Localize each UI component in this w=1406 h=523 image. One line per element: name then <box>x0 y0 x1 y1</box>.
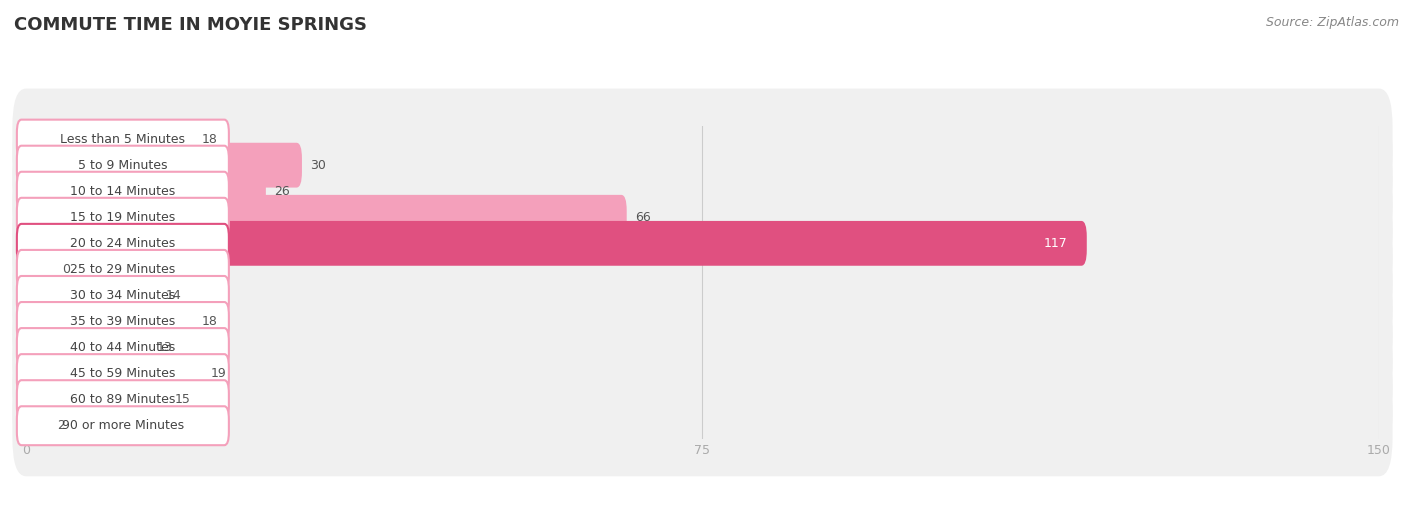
FancyBboxPatch shape <box>21 325 149 370</box>
Text: 2: 2 <box>58 419 65 432</box>
FancyBboxPatch shape <box>21 221 1087 266</box>
FancyBboxPatch shape <box>13 88 1392 190</box>
Text: 26: 26 <box>274 185 290 198</box>
FancyBboxPatch shape <box>17 172 229 211</box>
FancyBboxPatch shape <box>17 198 229 237</box>
Text: 30 to 34 Minutes: 30 to 34 Minutes <box>70 289 176 302</box>
Text: 117: 117 <box>1045 237 1067 250</box>
FancyBboxPatch shape <box>13 271 1392 372</box>
FancyBboxPatch shape <box>21 117 194 162</box>
FancyBboxPatch shape <box>13 193 1392 294</box>
FancyBboxPatch shape <box>21 195 627 240</box>
FancyBboxPatch shape <box>13 219 1392 320</box>
Text: 40 to 44 Minutes: 40 to 44 Minutes <box>70 341 176 354</box>
Text: COMMUTE TIME IN MOYIE SPRINGS: COMMUTE TIME IN MOYIE SPRINGS <box>14 16 367 33</box>
FancyBboxPatch shape <box>21 299 194 344</box>
Text: 45 to 59 Minutes: 45 to 59 Minutes <box>70 367 176 380</box>
FancyBboxPatch shape <box>17 380 229 419</box>
Text: 60 to 89 Minutes: 60 to 89 Minutes <box>70 393 176 406</box>
FancyBboxPatch shape <box>21 377 167 422</box>
FancyBboxPatch shape <box>21 247 53 292</box>
FancyBboxPatch shape <box>13 245 1392 346</box>
Text: 25 to 29 Minutes: 25 to 29 Minutes <box>70 263 176 276</box>
FancyBboxPatch shape <box>17 120 229 158</box>
FancyBboxPatch shape <box>17 276 229 315</box>
FancyBboxPatch shape <box>13 375 1392 476</box>
FancyBboxPatch shape <box>21 403 53 448</box>
FancyBboxPatch shape <box>17 406 229 445</box>
FancyBboxPatch shape <box>13 141 1392 242</box>
FancyBboxPatch shape <box>13 297 1392 398</box>
FancyBboxPatch shape <box>13 349 1392 450</box>
Text: 15 to 19 Minutes: 15 to 19 Minutes <box>70 211 176 224</box>
FancyBboxPatch shape <box>21 169 266 213</box>
Text: 35 to 39 Minutes: 35 to 39 Minutes <box>70 315 176 328</box>
Text: 5 to 9 Minutes: 5 to 9 Minutes <box>79 158 167 172</box>
Text: Less than 5 Minutes: Less than 5 Minutes <box>60 133 186 145</box>
Text: 18: 18 <box>202 315 218 328</box>
FancyBboxPatch shape <box>17 302 229 341</box>
FancyBboxPatch shape <box>17 328 229 367</box>
Text: Source: ZipAtlas.com: Source: ZipAtlas.com <box>1265 16 1399 29</box>
FancyBboxPatch shape <box>13 167 1392 268</box>
FancyBboxPatch shape <box>13 115 1392 215</box>
FancyBboxPatch shape <box>21 143 302 188</box>
Text: 18: 18 <box>202 133 218 145</box>
FancyBboxPatch shape <box>13 323 1392 424</box>
Text: 66: 66 <box>636 211 651 224</box>
FancyBboxPatch shape <box>21 351 202 396</box>
FancyBboxPatch shape <box>17 354 229 393</box>
Text: 90 or more Minutes: 90 or more Minutes <box>62 419 184 432</box>
FancyBboxPatch shape <box>17 146 229 185</box>
FancyBboxPatch shape <box>17 224 229 263</box>
Text: 15: 15 <box>174 393 191 406</box>
FancyBboxPatch shape <box>21 273 157 318</box>
Text: 14: 14 <box>166 289 181 302</box>
FancyBboxPatch shape <box>17 250 229 289</box>
Text: 0: 0 <box>62 263 70 276</box>
Text: 13: 13 <box>156 341 173 354</box>
Text: 20 to 24 Minutes: 20 to 24 Minutes <box>70 237 176 250</box>
Text: 30: 30 <box>311 158 326 172</box>
Text: 19: 19 <box>211 367 226 380</box>
Text: 10 to 14 Minutes: 10 to 14 Minutes <box>70 185 176 198</box>
